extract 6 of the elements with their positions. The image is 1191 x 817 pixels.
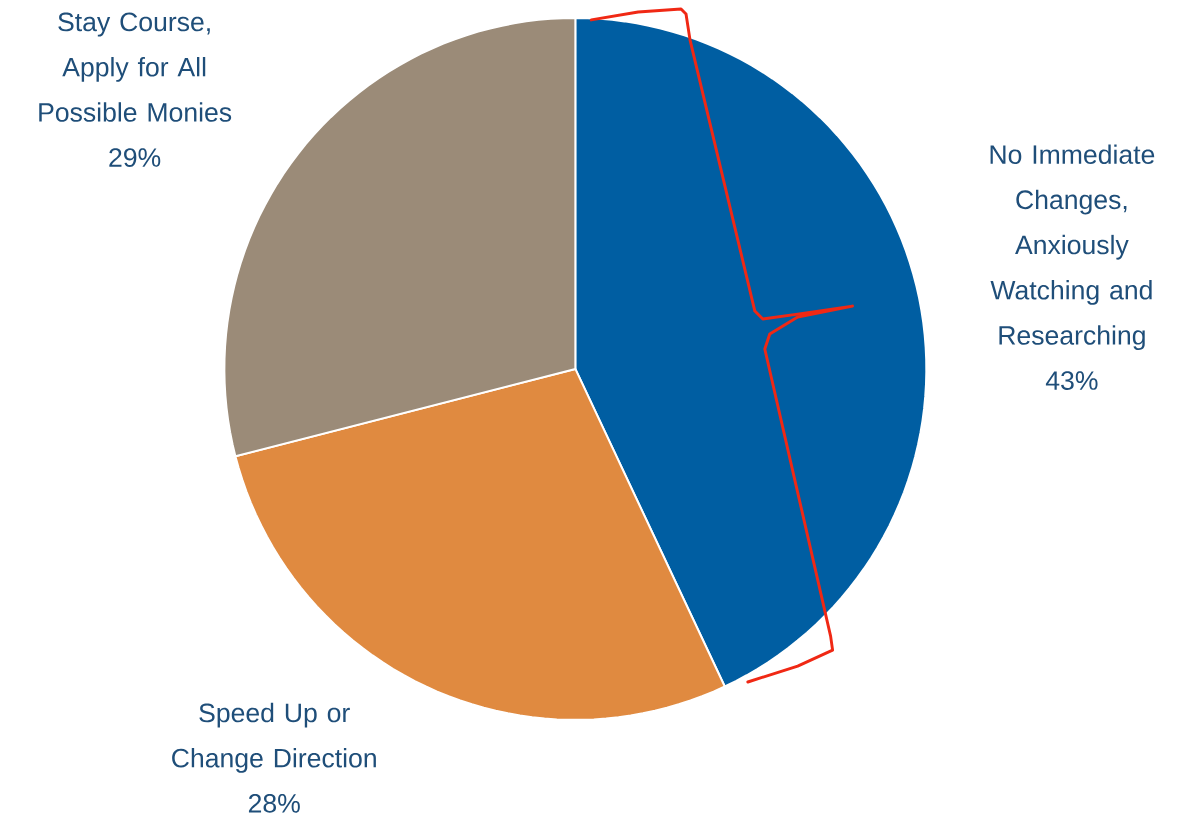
- slice-label: Stay Course, Apply for All Possible Monies: [39, 12, 232, 122]
- data-label: 28%: [248, 793, 300, 813]
- data-label: 43%: [1045, 371, 1098, 390]
- data-label: 29%: [109, 148, 161, 167]
- slice-label: Speed Up or Change Direction: [172, 702, 376, 773]
- slice-label: No Immediate Changes, Anxiously Watching and Researching: [990, 144, 1155, 350]
